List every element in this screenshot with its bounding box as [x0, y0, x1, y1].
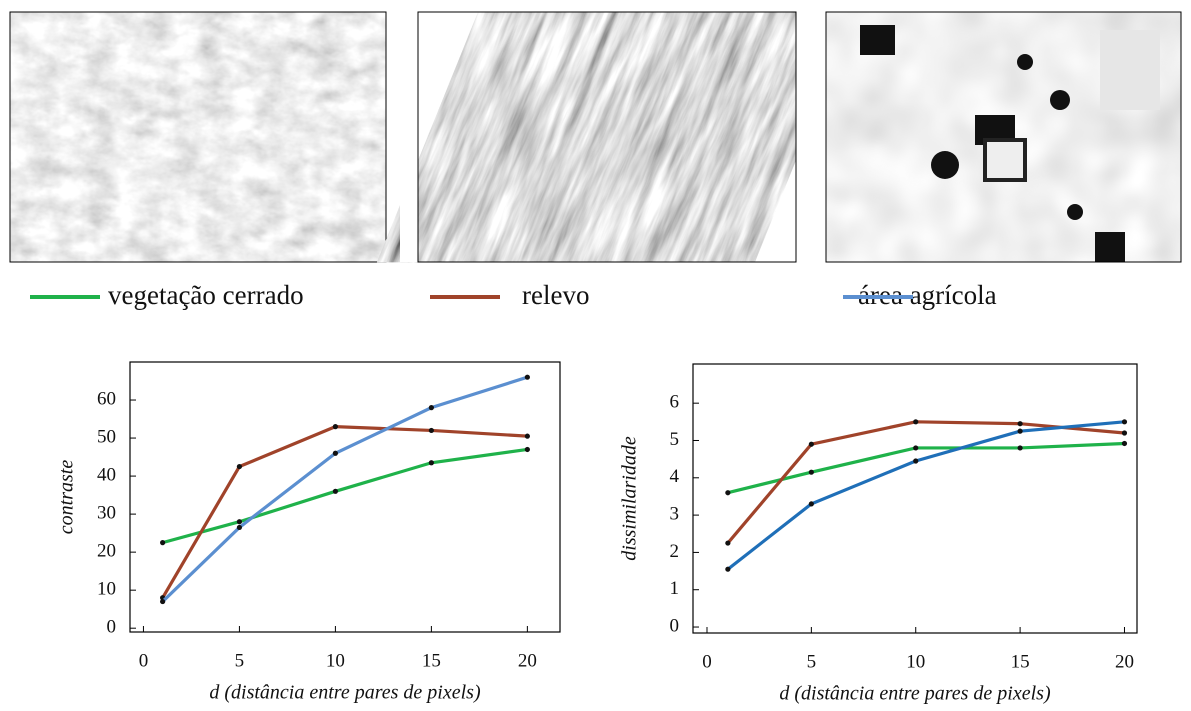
image-cerrado	[10, 12, 386, 262]
y-axis-label: dissimilaridade	[619, 436, 641, 561]
data-point	[428, 427, 434, 434]
dark-patches	[860, 25, 1125, 262]
data-point	[428, 405, 434, 411]
x-axis-label: d (distância entre pares de pixels)	[779, 683, 1051, 705]
y-tick-label: 50	[97, 426, 116, 447]
y-tick-label: 3	[670, 503, 680, 524]
y-tick-label: 30	[97, 502, 116, 523]
data-point	[913, 419, 919, 425]
texture-images	[9, 11, 1182, 263]
series-line	[161, 425, 528, 599]
x-axis-label: d (distância entre pares de pixels)	[209, 682, 481, 704]
data-point	[332, 450, 339, 456]
image-relevo	[376, 12, 856, 262]
data-point	[160, 598, 166, 605]
y-tick-label: 40	[97, 464, 116, 485]
y-tick-label: 5	[670, 429, 680, 450]
data-point	[332, 424, 339, 430]
x-tick-label: 20	[518, 650, 537, 671]
y-tick-label: 60	[97, 388, 116, 409]
data-point	[1121, 430, 1128, 436]
y-tick-label: 2	[670, 541, 680, 562]
plot-frame	[129, 361, 561, 633]
data-point	[913, 445, 919, 451]
legend-label: relevo	[522, 280, 589, 310]
data-point	[1017, 445, 1023, 451]
x-tick-label: 0	[139, 650, 149, 671]
data-point	[725, 490, 731, 496]
data-point	[808, 469, 814, 475]
image-border	[825, 11, 1182, 263]
data-point	[160, 540, 166, 546]
data-point	[808, 501, 814, 507]
x-tick-label: 10	[326, 650, 345, 671]
data-point	[524, 446, 530, 453]
x-tick-label: 5	[807, 651, 817, 672]
x-tick-label: 0	[702, 651, 712, 672]
y-axis-label: contraste	[56, 460, 78, 535]
y-tick-label: 10	[97, 579, 116, 600]
y-tick-label: 0	[107, 617, 117, 638]
data-point	[524, 433, 530, 439]
data-point	[1017, 428, 1023, 434]
image-border	[9, 11, 387, 263]
x-tick-label: 20	[1115, 651, 1134, 672]
plot-frame	[692, 363, 1138, 634]
series-line	[726, 420, 1125, 571]
data-point	[524, 374, 530, 380]
series-line	[726, 420, 1125, 545]
x-tick-label: 5	[235, 650, 245, 671]
data-point	[236, 463, 243, 470]
y-tick-label: 1	[670, 578, 680, 599]
x-tick-label: 10	[906, 651, 925, 672]
data-point	[1121, 440, 1128, 447]
data-point	[1121, 419, 1128, 425]
data-point	[236, 524, 243, 531]
x-tick-label: 15	[1011, 651, 1030, 672]
y-tick-label: 6	[670, 392, 680, 413]
data-point	[236, 519, 243, 525]
series-line	[162, 447, 528, 545]
legend: vegetação cerrado relevo área agrícola	[30, 280, 997, 310]
y-tick-label: 4	[670, 466, 680, 487]
y-tick-label: 20	[97, 541, 116, 562]
series-line	[727, 441, 1125, 495]
data-point	[725, 566, 731, 572]
data-point	[1017, 421, 1023, 427]
data-point	[913, 458, 919, 464]
data-point	[332, 488, 339, 494]
image-border	[417, 11, 797, 263]
legend-label: vegetação cerrado	[108, 280, 304, 310]
x-tick-label: 15	[422, 650, 441, 671]
data-point	[808, 441, 814, 447]
y-tick-label: 0	[670, 615, 680, 636]
data-point	[725, 540, 731, 546]
data-point	[428, 460, 434, 466]
